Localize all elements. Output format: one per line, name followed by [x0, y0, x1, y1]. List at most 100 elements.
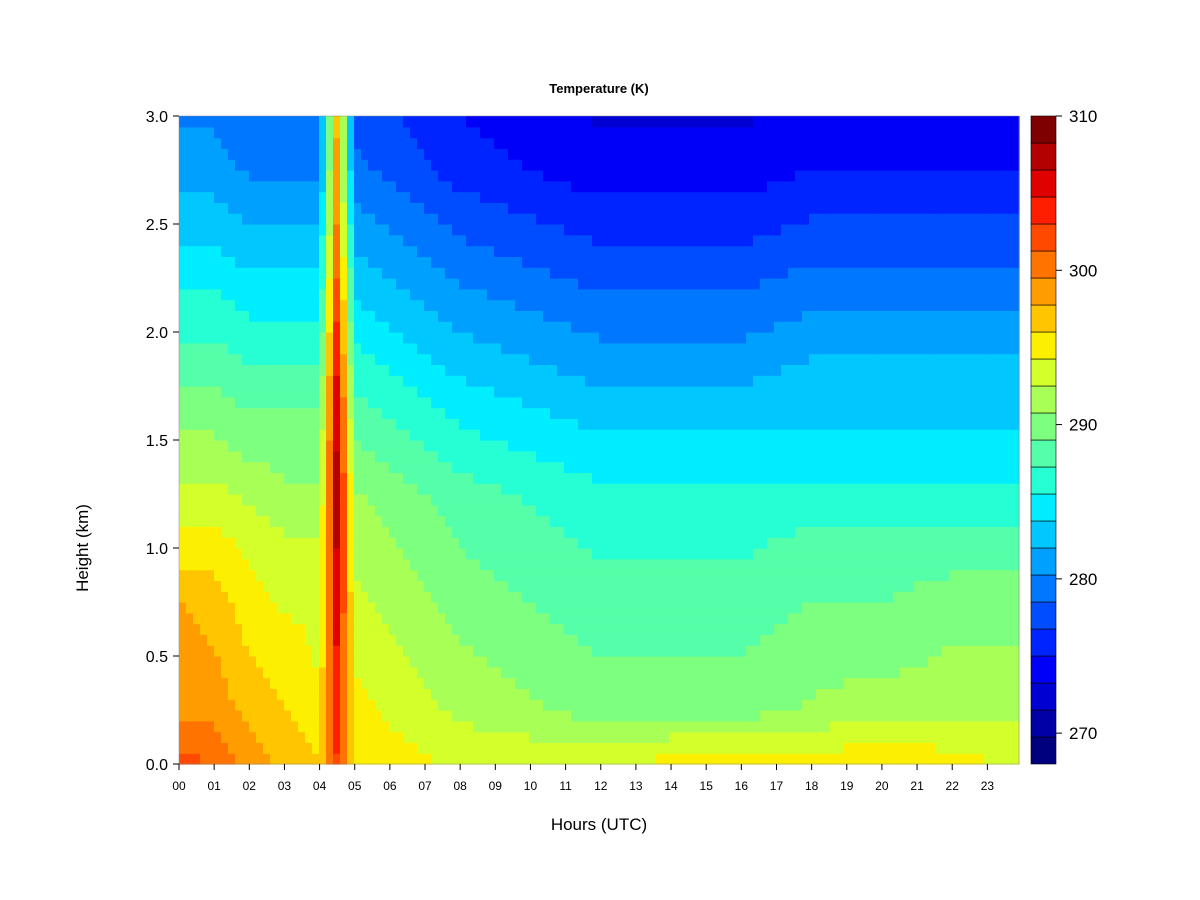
heatmap-cell: [592, 699, 600, 711]
heatmap-cell: [1012, 375, 1020, 387]
heatmap-cell: [445, 677, 453, 689]
heatmap-cell: [655, 440, 663, 452]
heatmap-cell: [207, 591, 215, 603]
heatmap-cell: [900, 731, 908, 743]
heatmap-cell: [256, 375, 264, 387]
heatmap-cell: [823, 656, 831, 668]
heatmap-cell: [557, 656, 565, 668]
heatmap-cell: [949, 742, 957, 754]
heatmap-cell: [543, 483, 551, 495]
heatmap-cell: [774, 396, 782, 409]
heatmap-cell: [515, 623, 523, 635]
heatmap-cell: [900, 375, 908, 387]
heatmap-cell: [466, 623, 474, 635]
heatmap-cell: [725, 548, 733, 560]
heatmap-cell: [858, 396, 866, 409]
heatmap-cell: [403, 504, 411, 517]
heatmap-cell: [529, 753, 537, 765]
heatmap-cell: [557, 548, 565, 560]
heatmap-cell: [641, 494, 649, 506]
heatmap-cell: [655, 396, 663, 409]
heatmap-cell: [830, 591, 838, 603]
heatmap-cell: [984, 407, 992, 419]
heatmap-cell: [942, 731, 950, 743]
heatmap-cell: [333, 515, 341, 527]
heatmap-cell: [802, 418, 810, 430]
heatmap-cell: [781, 753, 789, 765]
heatmap-cell: [935, 612, 943, 625]
heatmap-cell: [802, 753, 810, 765]
heatmap-cell: [207, 450, 215, 463]
heatmap-cell: [256, 569, 264, 581]
heatmap-cell: [641, 472, 649, 484]
heatmap-cell: [893, 472, 901, 484]
heatmap-cell: [459, 310, 467, 322]
heatmap-cell: [564, 494, 572, 506]
heatmap-cell: [438, 720, 446, 733]
heatmap-cell: [655, 483, 663, 495]
heatmap-cell: [704, 386, 712, 398]
heatmap-cell: [438, 688, 446, 700]
heatmap-cell: [641, 720, 649, 733]
heatmap-cell: [669, 591, 677, 603]
heatmap-cell: [515, 558, 523, 571]
heatmap-cell: [445, 504, 453, 517]
heatmap-cell: [585, 440, 593, 452]
heatmap-cell: [886, 677, 894, 689]
heatmap-cell: [263, 483, 271, 495]
heatmap-cell: [403, 418, 411, 430]
heatmap-cell: [956, 753, 964, 765]
heatmap-cell: [354, 677, 362, 689]
heatmap-cell: [382, 688, 390, 700]
heatmap-cell: [459, 742, 467, 754]
heatmap-cell: [872, 580, 880, 592]
heatmap-cell: [648, 666, 656, 679]
heatmap-cell: [431, 483, 439, 495]
heatmap-cell: [977, 731, 985, 743]
heatmap-cell: [858, 375, 866, 387]
heatmap-cell: [375, 688, 383, 700]
heatmap-cell: [900, 548, 908, 560]
heatmap-cell: [641, 710, 649, 722]
heatmap-cell: [354, 375, 362, 387]
heatmap-cell: [242, 558, 250, 571]
heatmap-cell: [809, 461, 817, 473]
heatmap-cell: [501, 515, 509, 527]
heatmap-cell: [942, 656, 950, 668]
heatmap-cell: [459, 386, 467, 398]
heatmap-cell: [837, 623, 845, 635]
heatmap-cell: [284, 656, 292, 668]
heatmap-cell: [256, 742, 264, 754]
heatmap-cell: [431, 504, 439, 517]
heatmap-cell: [655, 418, 663, 430]
heatmap-cell: [249, 494, 257, 506]
heatmap-cell: [543, 720, 551, 733]
heatmap-cell: [431, 396, 439, 409]
heatmap-cell: [347, 450, 355, 463]
heatmap-cell: [683, 321, 691, 333]
heatmap-cell: [333, 591, 341, 603]
heatmap-cell: [249, 677, 257, 689]
heatmap-cell: [228, 386, 236, 398]
heatmap-cell: [242, 375, 250, 387]
heatmap-cell: [928, 472, 936, 484]
heatmap-cell: [599, 429, 607, 441]
heatmap-cell: [550, 342, 558, 355]
heatmap-cell: [508, 558, 516, 571]
heatmap-cell: [417, 429, 425, 441]
heatmap-cell: [711, 526, 719, 538]
heatmap-cell: [900, 526, 908, 538]
heatmap-cell: [361, 472, 369, 484]
heatmap-cell: [445, 699, 453, 711]
heatmap-cell: [375, 548, 383, 560]
heatmap-cell: [431, 332, 439, 344]
heatmap-cell: [760, 450, 768, 463]
heatmap-cell: [851, 720, 859, 733]
heatmap-cell: [270, 321, 278, 333]
heatmap-cell: [907, 623, 915, 635]
heatmap-cell: [921, 526, 929, 538]
heatmap-cell: [333, 396, 341, 409]
heatmap-cell: [732, 731, 740, 743]
heatmap-cell: [340, 386, 348, 398]
heatmap-cell: [760, 666, 768, 679]
